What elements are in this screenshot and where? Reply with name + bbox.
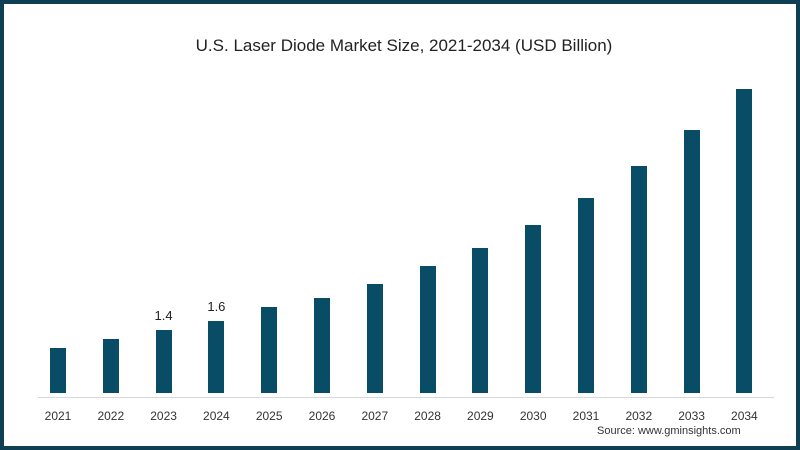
x-tick-label: 2024 bbox=[203, 409, 230, 423]
x-axis-line bbox=[38, 397, 774, 398]
bar-2032 bbox=[630, 166, 647, 393]
bar-2028 bbox=[419, 266, 436, 393]
data-label: 1.4 bbox=[154, 308, 173, 323]
x-tick-label: 2033 bbox=[678, 409, 705, 423]
x-tick-label: 2023 bbox=[150, 409, 177, 423]
bar-2023 bbox=[155, 330, 172, 393]
bar-2034 bbox=[736, 89, 753, 393]
x-tick-label: 2021 bbox=[44, 409, 72, 423]
bar-2033 bbox=[683, 130, 700, 393]
bar-2026 bbox=[314, 298, 330, 393]
bar-2030 bbox=[525, 225, 542, 393]
x-tick-label: 2031 bbox=[572, 409, 600, 423]
bar-2021 bbox=[50, 348, 66, 393]
bar-2031 bbox=[578, 198, 594, 393]
bar-2027 bbox=[366, 284, 383, 393]
chart-title: U.S. Laser Diode Market Size, 2021-2034 … bbox=[195, 36, 613, 55]
x-tick-label: 2028 bbox=[414, 409, 441, 423]
bar-2024 bbox=[208, 321, 225, 393]
bar-2022 bbox=[102, 339, 119, 393]
x-tick-label: 2026 bbox=[308, 409, 336, 423]
x-tick-label: 2030 bbox=[519, 409, 547, 423]
bar-2029 bbox=[472, 248, 489, 393]
x-tick-label: 2025 bbox=[255, 409, 283, 423]
x-tick-label: 2032 bbox=[625, 409, 653, 423]
x-tick-label: 2029 bbox=[467, 409, 494, 423]
bar-2025 bbox=[261, 307, 278, 393]
data-label: 1.6 bbox=[207, 299, 226, 314]
x-tick-label: 2034 bbox=[731, 409, 758, 423]
x-tick-label: 2027 bbox=[361, 409, 389, 423]
x-tick-label: 2022 bbox=[97, 409, 125, 423]
source-note: Source: www.gminsights.com bbox=[597, 425, 741, 437]
